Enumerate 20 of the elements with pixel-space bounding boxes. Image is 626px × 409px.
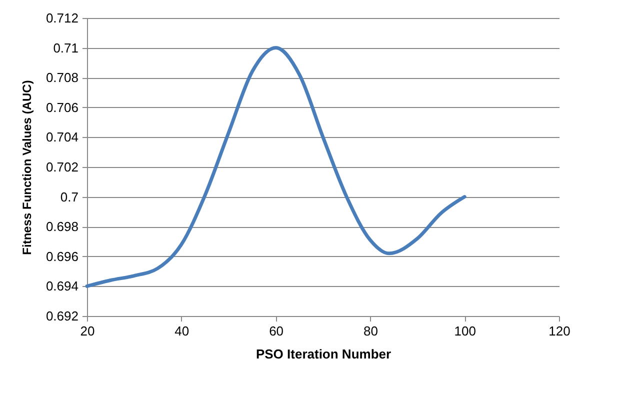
x-tick-label: 100 <box>454 324 476 338</box>
y-tick-label: 0.696 <box>46 248 78 264</box>
y-tick-label: 0.708 <box>46 70 78 86</box>
y-tick-label: 0.712 <box>46 10 78 26</box>
y-tick-label: 0.706 <box>46 100 78 115</box>
y-tick-label: 0.704 <box>46 130 78 145</box>
y-axis-title: Fitness Function Values (AUC) <box>20 80 34 255</box>
x-axis-title: PSO Iteration Number <box>256 346 392 362</box>
y-tick-label: 0.71 <box>53 40 78 56</box>
x-tick-label: 20 <box>80 324 95 338</box>
x-tick-label: 60 <box>269 324 284 338</box>
y-tick-label: 0.698 <box>46 219 78 234</box>
y-tick-label: 0.702 <box>46 160 78 174</box>
y-tick-label: 0.7 <box>60 189 78 204</box>
y-tick-label: 0.692 <box>46 308 78 324</box>
x-tick-label: 120 <box>548 324 570 338</box>
y-tick-label: 0.694 <box>46 278 78 294</box>
x-tick-label: 80 <box>363 324 378 338</box>
x-tick-label: 40 <box>174 324 190 338</box>
line-series <box>85 46 466 288</box>
